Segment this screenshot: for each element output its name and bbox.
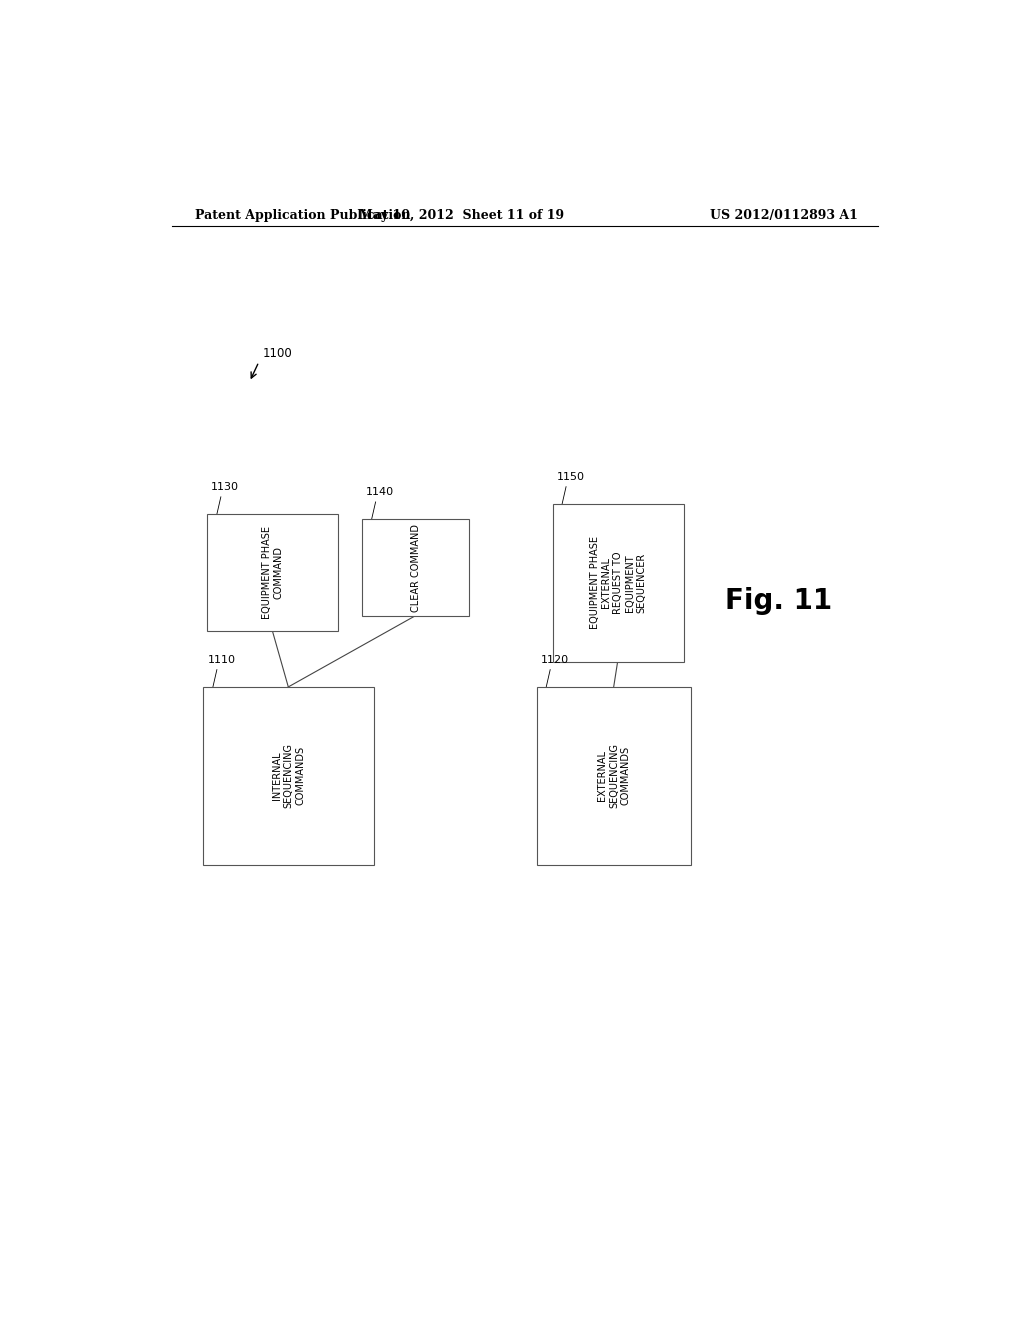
Text: 1140: 1140 (367, 487, 394, 496)
Bar (553, 504, 684, 661)
Bar (362, 519, 469, 615)
Bar (537, 686, 691, 865)
Text: 1150: 1150 (557, 471, 585, 482)
Text: EQUIPMENT PHASE
COMMAND: EQUIPMENT PHASE COMMAND (262, 527, 284, 619)
Text: EXTERNAL
SEQUENCING
COMMANDS: EXTERNAL SEQUENCING COMMANDS (597, 743, 631, 808)
Text: 1100: 1100 (263, 347, 293, 360)
Text: CLEAR COMMAND: CLEAR COMMAND (411, 524, 421, 611)
Text: 1130: 1130 (211, 482, 240, 492)
Text: 1120: 1120 (541, 655, 568, 664)
Text: Fig. 11: Fig. 11 (725, 586, 833, 615)
Text: May 10, 2012  Sheet 11 of 19: May 10, 2012 Sheet 11 of 19 (358, 209, 564, 222)
Text: INTERNAL
SEQUENCING
COMMANDS: INTERNAL SEQUENCING COMMANDS (272, 743, 305, 808)
Text: US 2012/0112893 A1: US 2012/0112893 A1 (711, 209, 858, 222)
Bar (204, 686, 374, 865)
Text: EQUIPMENT PHASE
EXTERNAL
REQUEST TO
EQUIPMENT
SEQUENCER: EQUIPMENT PHASE EXTERNAL REQUEST TO EQUI… (590, 536, 646, 630)
Bar (207, 515, 338, 631)
Text: Patent Application Publication: Patent Application Publication (196, 209, 411, 222)
Text: 1110: 1110 (207, 655, 236, 664)
